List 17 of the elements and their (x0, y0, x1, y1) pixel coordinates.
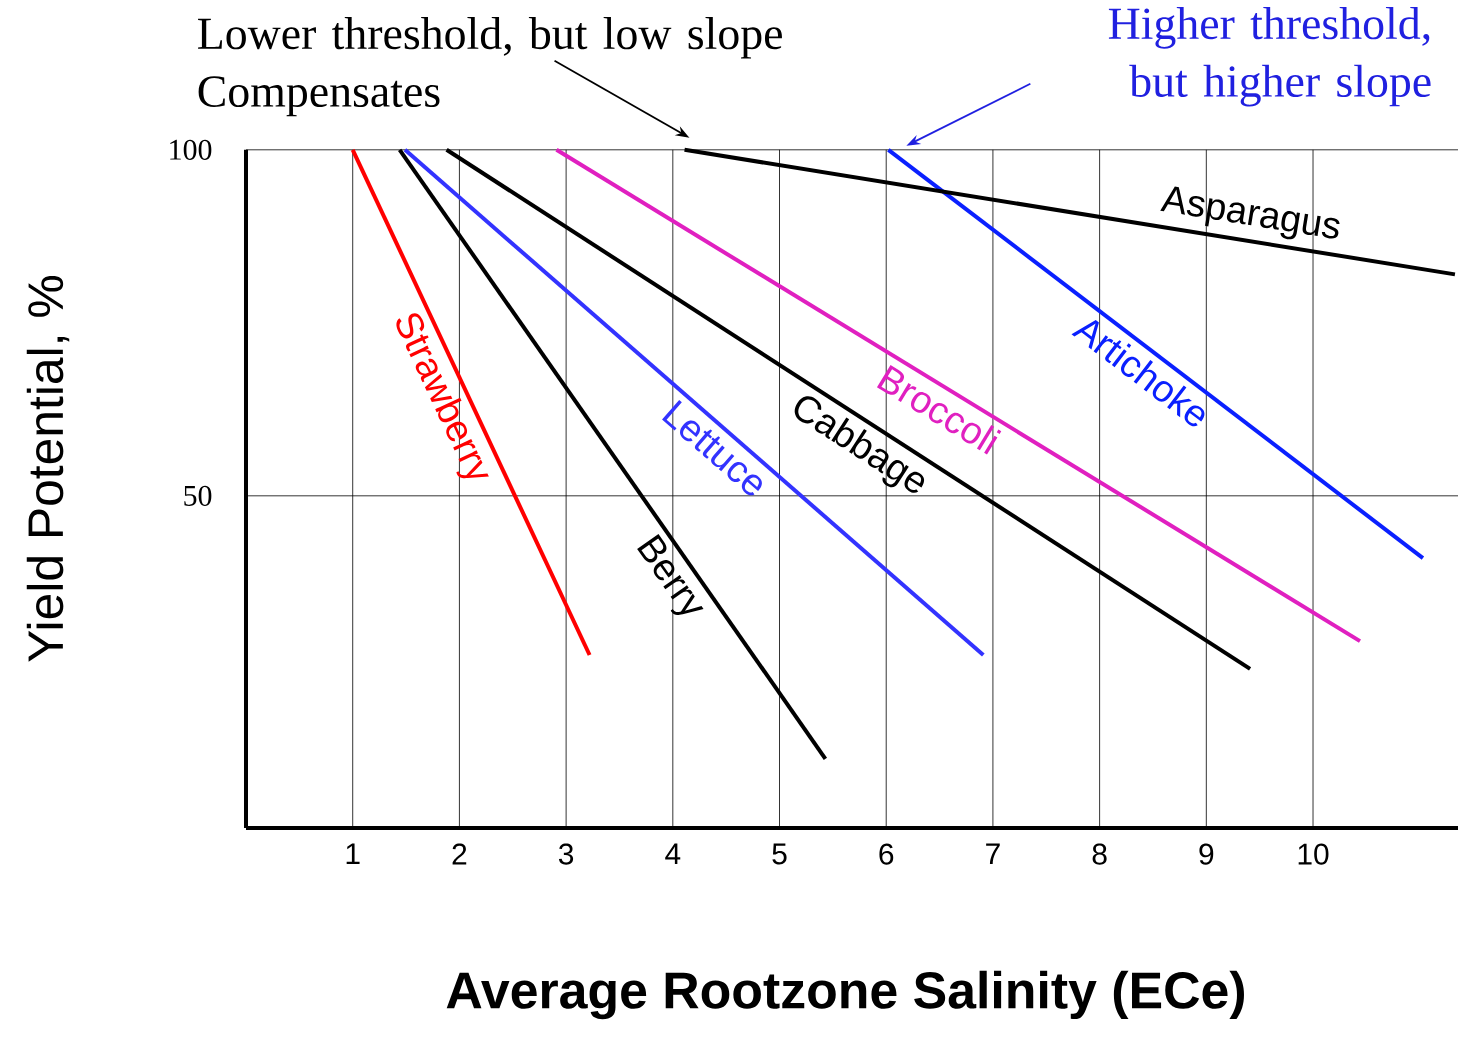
x-tick-label: 6 (879, 843, 894, 865)
x-tick-label: 8 (1092, 843, 1107, 865)
x-tick-label: 7 (986, 843, 1000, 865)
y-tick-label: 50 (184, 485, 212, 506)
x-tick-label: 3 (558, 843, 574, 865)
x-tick-label: 5 (772, 843, 787, 865)
y-tick-label: 100 (170, 139, 212, 160)
text: Higher threshold, but higher slope (1108, 7, 1431, 107)
x-tick-label: 2 (452, 843, 467, 865)
text: Lower threshold, but low slope Compensates (198, 17, 782, 117)
x-tick-label: 9 (1199, 843, 1214, 865)
text: Asparagus (1160, 186, 1340, 240)
x-tick-label: 10 (1298, 843, 1329, 865)
y-axis-title: Yield Potential, % (26, 276, 70, 662)
x-tick-label: 4 (665, 843, 681, 865)
x-tick-label: 1 (346, 843, 360, 865)
x-axis-title: Average Rootzone Salinity (ECe) (446, 970, 1244, 1020)
